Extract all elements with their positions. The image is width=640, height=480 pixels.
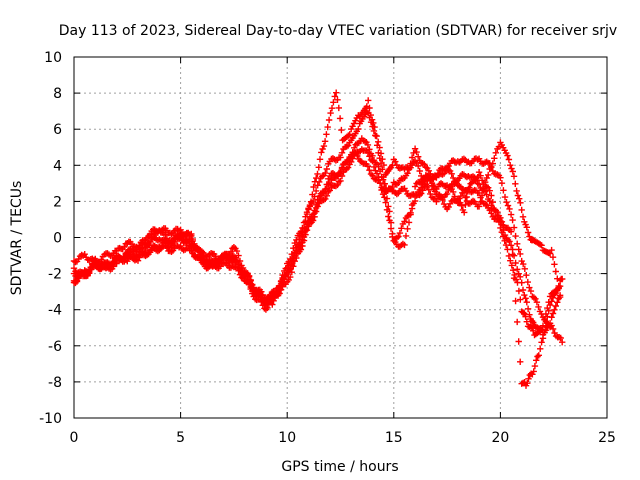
chart-title: Day 113 of 2023, Sidereal Day-to-day VTE… xyxy=(59,23,617,39)
y-tick-label: -4 xyxy=(48,303,62,319)
x-tick-label: 20 xyxy=(491,430,509,446)
y-tick-label: 2 xyxy=(53,194,62,210)
y-axis-tick-labels: -10 -8 -6 -4 -2 0 2 4 6 8 10 xyxy=(39,50,62,427)
data-series xyxy=(70,89,566,389)
y-tick-label: 4 xyxy=(53,158,62,174)
x-tick-label: 5 xyxy=(176,430,185,446)
x-tick-label: 15 xyxy=(385,430,403,446)
series-day-5 xyxy=(70,150,566,389)
x-axis-tick-labels: 0 5 10 15 20 25 xyxy=(70,430,616,446)
y-tick-label: 8 xyxy=(53,86,62,102)
y-tick-label: 6 xyxy=(53,122,62,138)
x-axis-title: GPS time / hours xyxy=(281,459,398,475)
y-tick-label: -6 xyxy=(48,339,62,355)
axis-ticks xyxy=(73,56,608,419)
y-axis-title: SDTVAR / TECUs xyxy=(9,181,25,296)
x-tick-label: 0 xyxy=(70,430,79,446)
y-tick-label: -10 xyxy=(39,411,62,427)
x-tick-label: 10 xyxy=(278,430,296,446)
y-tick-label: -2 xyxy=(48,267,62,283)
y-tick-label: 0 xyxy=(53,231,62,247)
y-tick-label: -8 xyxy=(48,375,62,391)
y-tick-label: 10 xyxy=(44,50,62,66)
series-markers xyxy=(70,150,566,389)
x-tick-label: 25 xyxy=(598,430,616,446)
